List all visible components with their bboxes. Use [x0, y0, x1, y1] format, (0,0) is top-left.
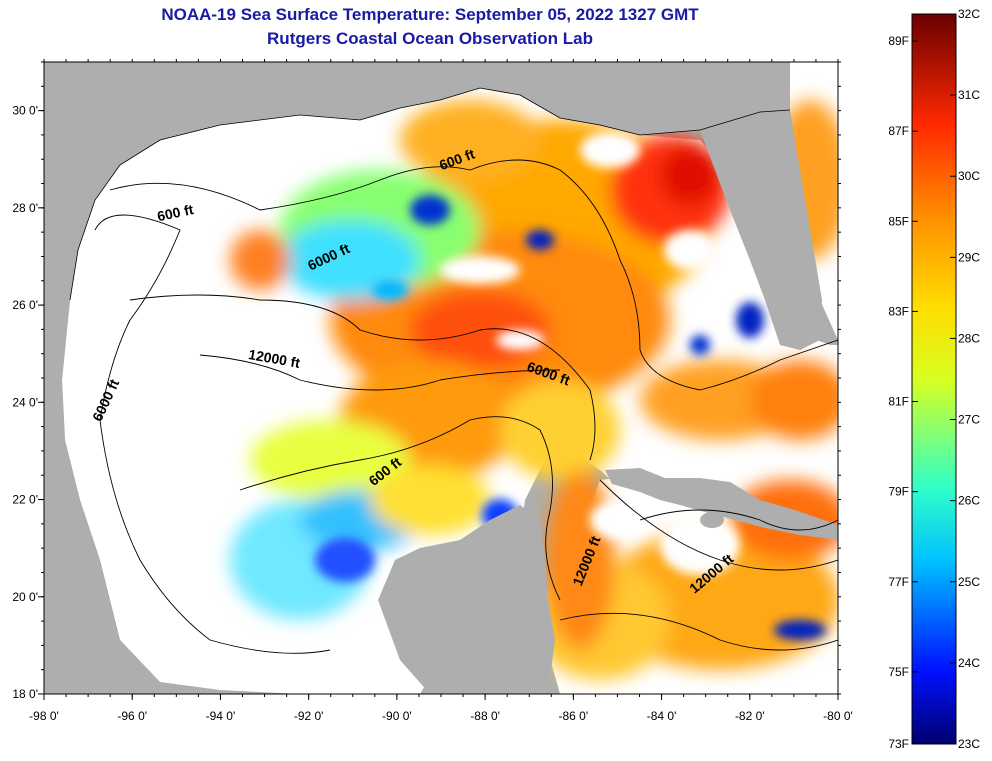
cb-c-label: 26C	[958, 494, 980, 508]
x-tick-label: -82 0'	[735, 709, 765, 723]
cb-c-label: 29C	[958, 250, 980, 264]
cb-f-label: 79F	[888, 485, 909, 499]
cb-f-label: 87F	[888, 124, 909, 138]
y-tick-label: 28 0'	[12, 201, 38, 215]
y-tick-label: 24 0'	[12, 395, 38, 409]
map-subtitle: Rutgers Coastal Ocean Observation Lab	[267, 29, 593, 48]
cb-c-label: 32C	[958, 7, 980, 21]
cb-f-label: 77F	[888, 575, 909, 589]
x-tick-label: -94 0'	[206, 709, 236, 723]
cb-f-label: 73F	[888, 737, 909, 751]
x-tick-label: -96 0'	[117, 709, 147, 723]
cuba-land	[605, 468, 838, 540]
cb-f-label: 83F	[888, 304, 909, 318]
y-tick-label: 18 0'	[12, 687, 38, 701]
cb-c-label: 31C	[958, 88, 980, 102]
cb-f-label: 85F	[888, 214, 909, 228]
y-tick-label: 26 0'	[12, 298, 38, 312]
colorbar-celsius-labels: 32C 31C 30C 29C 28C 27C 26C 25C 24C 23C	[950, 7, 980, 751]
cb-f-label: 75F	[888, 665, 909, 679]
colorbar-fahrenheit-labels: 89F 87F 85F 83F 81F 79F 77F 75F 73F	[888, 34, 918, 751]
y-axis: 30 0' 28 0' 26 0' 24 0' 22 0' 20 0' 18 0'	[12, 61, 841, 701]
x-axis: -98 0' -96 0' -94 0' -92 0' -90 0' -88 0' -86 …	[29, 59, 853, 723]
cb-c-label: 28C	[958, 331, 980, 345]
contour-label: 600 ft	[156, 201, 195, 224]
x-tick-label: -90 0'	[382, 709, 412, 723]
coastline	[69, 87, 791, 301]
x-tick-label: -92 0'	[294, 709, 324, 723]
cb-c-label: 27C	[958, 413, 980, 427]
map-title: NOAA-19 Sea Surface Temperature: Septemb…	[161, 5, 699, 24]
cloud-patches	[440, 132, 740, 575]
y-tick-label: 30 0'	[12, 104, 38, 118]
cb-f-label: 81F	[888, 395, 909, 409]
isla-juventud	[700, 512, 724, 528]
y-tick-label: 20 0'	[12, 590, 38, 604]
cb-c-label: 30C	[958, 169, 980, 183]
x-tick-label: -98 0'	[29, 709, 59, 723]
colorbar	[911, 13, 957, 745]
x-tick-label: -84 0'	[647, 709, 677, 723]
cb-f-label: 89F	[888, 34, 909, 48]
cb-c-label: 25C	[958, 575, 980, 589]
y-tick-label: 22 0'	[12, 493, 38, 507]
cb-c-label: 24C	[958, 656, 980, 670]
cb-c-label: 23C	[958, 737, 980, 751]
x-tick-label: -86 0'	[559, 709, 589, 723]
x-tick-label: -80 0'	[823, 709, 853, 723]
florida-land	[700, 110, 822, 350]
yucatan-land	[378, 505, 555, 694]
bathymetry-contours	[94, 159, 838, 654]
x-tick-label: -88 0'	[470, 709, 500, 723]
